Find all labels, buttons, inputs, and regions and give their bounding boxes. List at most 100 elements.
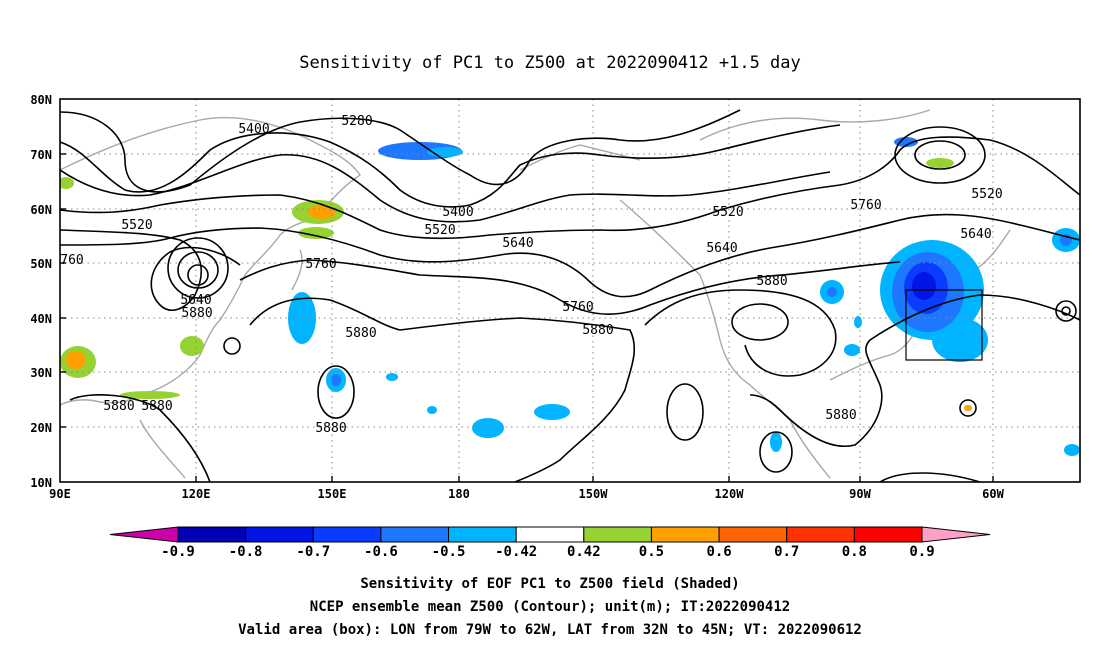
colorbar-box xyxy=(650,526,720,543)
lat-label: 50N xyxy=(30,257,52,271)
shade-cyan-trop-atlantic xyxy=(1064,444,1080,456)
shade-cyan-cpac-2 xyxy=(472,418,504,438)
colorbar-tick-label: -0.8 xyxy=(229,544,263,560)
contour-5760 xyxy=(239,259,901,315)
contour-label: 5760 xyxy=(305,257,336,272)
shade-green-siberia xyxy=(60,177,74,189)
shade-cyan-mexico xyxy=(770,432,782,452)
colorbar-tick-label: -0.5 xyxy=(432,544,466,560)
lon-label: 60W xyxy=(982,487,1004,501)
contour-label: 5880 xyxy=(825,408,856,423)
shade-cyan-us-east-2 xyxy=(932,318,988,362)
lon-label: 150E xyxy=(318,487,347,501)
contour-label: 760 xyxy=(60,253,83,268)
lat-label: 10N xyxy=(30,476,52,490)
contour-5880-scs xyxy=(69,394,211,482)
colorbar-box xyxy=(515,526,585,543)
lon-label: 180 xyxy=(448,487,470,501)
colorbar-box xyxy=(448,526,517,543)
lon-label: 90W xyxy=(849,487,871,501)
z500-contours xyxy=(60,109,1080,482)
contour-label: 5400 xyxy=(442,205,473,220)
footer-line-1: Sensitivity of EOF PC1 to Z500 field (Sh… xyxy=(360,576,739,592)
contour-5280 xyxy=(60,109,741,193)
lat-label: 60N xyxy=(30,203,52,217)
shade-green-greenland xyxy=(926,158,954,168)
lat-label: 40N xyxy=(30,312,52,326)
contour-5640 xyxy=(60,213,1080,298)
contour-label: 5880 xyxy=(315,421,346,436)
shade-cyan-cpac-3 xyxy=(534,404,570,420)
contour-label: 5520 xyxy=(121,218,152,233)
colorbar-tick-label: 0.6 xyxy=(706,544,731,560)
contour-atlantic-high-inner xyxy=(1061,306,1071,316)
contour-label: 5760 xyxy=(562,300,593,315)
north-america-west-coastline xyxy=(619,199,831,479)
shade-cyan-gulf xyxy=(844,344,860,356)
contour-small-low xyxy=(223,337,241,355)
contour-5400 xyxy=(60,154,831,223)
colorbar: -0.9 -0.8 -0.7 -0.6 -0.5 -0.42 0.42 0.5 0.6 0.7 0.… xyxy=(109,526,991,560)
lon-label: 120E xyxy=(182,487,211,501)
lat-label: 80N xyxy=(30,93,52,107)
shade-blue-wpac xyxy=(331,374,341,386)
contour-label: 5400 xyxy=(238,122,269,137)
colorbar-tick-label: 0.7 xyxy=(774,544,799,560)
valid-area-box xyxy=(905,289,983,361)
colorbar-tick-label: 0.42 xyxy=(567,544,601,560)
shade-orange-caribbean xyxy=(964,405,972,411)
lon-label: 90E xyxy=(49,487,71,501)
footer-line-3: Valid area (box): LON from 79W to 62W, L… xyxy=(238,622,862,638)
contour-greenland-low-inner xyxy=(914,140,966,170)
contour-label: 5640 xyxy=(960,227,991,242)
contour-5940-us xyxy=(731,303,789,341)
shade-green-southchina xyxy=(120,391,180,399)
colorbar-box xyxy=(380,526,450,543)
alaska-coastline xyxy=(519,144,641,171)
colorbar-box xyxy=(718,526,788,543)
lat-label: 20N xyxy=(30,421,52,435)
contour-label: 5640 xyxy=(180,293,211,308)
lat-label: 30N xyxy=(30,366,52,380)
colorbar-tick-label: 0.5 xyxy=(639,544,664,560)
latitude-labels: 80N 70N 60N 50N 40N 30N 20N 10N xyxy=(30,93,52,490)
colorbar-box xyxy=(245,526,314,543)
contour-label: 5880 xyxy=(345,326,376,341)
contour-label: 5520 xyxy=(971,187,1002,202)
shade-orange-india xyxy=(66,351,86,369)
contour-label: 5640 xyxy=(706,241,737,256)
shade-green-kamchatka-2 xyxy=(298,227,334,239)
colorbar-tick-label: 0.8 xyxy=(842,544,867,560)
colorbar-tick-label: -0.7 xyxy=(296,544,330,560)
contour-5880-japan xyxy=(249,297,401,331)
contour-5880-pacific xyxy=(399,317,636,482)
contour-low-a xyxy=(167,237,229,299)
japan-coastline xyxy=(291,249,303,291)
shade-blue-us-midwest xyxy=(827,287,837,297)
malay-coastline xyxy=(139,419,186,479)
arctic-coastline xyxy=(699,109,931,141)
map-panel: 5280 5400 5400 5520 5520 5520 5520 5640 … xyxy=(30,93,1081,501)
contour-label: 5880 xyxy=(103,399,134,414)
contour-atlantic-high xyxy=(1055,300,1077,322)
contour-5340 xyxy=(60,124,841,208)
shade-navy-us-east xyxy=(912,272,936,300)
contour-mexico-high xyxy=(759,431,793,473)
lon-label: 120W xyxy=(715,487,745,501)
contour-label: 5520 xyxy=(712,205,743,220)
colorbar-tick-label: -0.6 xyxy=(364,544,398,560)
contour-caribbean xyxy=(959,399,977,417)
contour-label: 5760 xyxy=(850,198,881,213)
contour-5880-atlantic xyxy=(749,294,1080,447)
contour-label: 5880 xyxy=(582,323,613,338)
contour-label: 5640 xyxy=(502,236,533,251)
map-frame xyxy=(59,98,1081,483)
contour-5520 xyxy=(60,136,1080,240)
colorbar-tick-label: 0.9 xyxy=(909,544,934,560)
colorbar-box xyxy=(583,526,652,543)
colorbar-box xyxy=(786,526,855,543)
contour-greenland-low xyxy=(894,126,986,184)
contour-label: 5880 xyxy=(756,274,787,289)
contour-label: 5280 xyxy=(341,114,372,129)
contour-label: 5880 xyxy=(141,399,172,414)
